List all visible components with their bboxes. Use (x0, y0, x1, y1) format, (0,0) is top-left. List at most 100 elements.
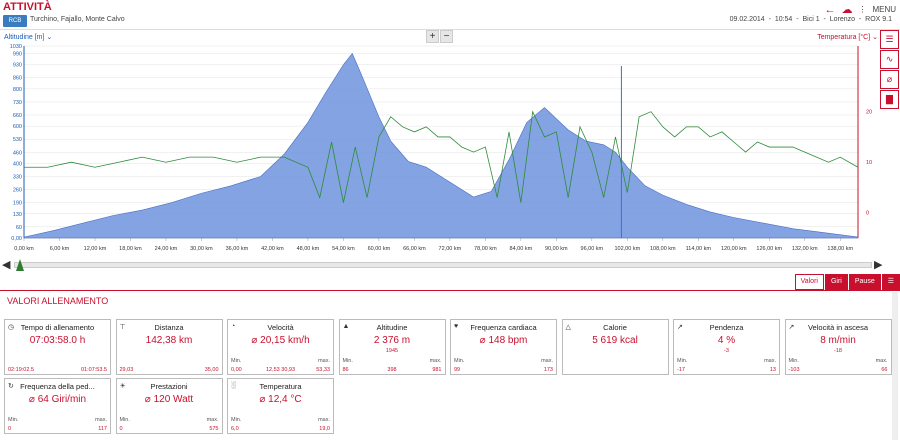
stat-title: Pendenza (709, 323, 744, 332)
zoom-out-button[interactable]: − (440, 30, 453, 43)
max-label: max. (875, 358, 888, 364)
stat-title: Frequenza della ped... (20, 382, 95, 391)
stat-sub-value: -18 (834, 348, 842, 354)
stat-value: ⌀ 120 Watt (144, 394, 194, 405)
stat-card: ▲ Altitudine 2 376 m 1945 Min. max. 86 981 398 (338, 319, 446, 375)
y-tick-label: 260 (13, 188, 22, 194)
stat-max-value: 575 (209, 426, 219, 432)
back-arrow-icon[interactable]: ← (824, 3, 836, 16)
x-tick-label: 84,00 km (510, 246, 533, 252)
stat-title: Frequenza cardiaca (470, 323, 537, 332)
altitude-area (23, 52, 859, 239)
tab-giri[interactable]: Giri (824, 274, 848, 290)
stat-min-value: 29,03 (119, 367, 134, 373)
stat-max-value: 66 (881, 367, 888, 373)
x-tick-label: 66,00 km (403, 246, 426, 252)
bike-icon: RCB (3, 15, 27, 27)
stat-min-value: 0 (119, 426, 123, 432)
tab-valori[interactable]: Valori (794, 274, 824, 290)
x-tick-label: 36,00 km (226, 246, 249, 252)
scroll-left-icon[interactable]: ◀ (2, 259, 11, 271)
chart-tools: ☰ ∿ ⌀ ▇ (880, 30, 900, 109)
temperature-axis-select[interactable]: Temperatura [°C] ⌄ (817, 34, 878, 41)
power-icon: ☀ (119, 383, 126, 390)
y-tick-label: 990 (13, 51, 22, 57)
altitude-temperature-chart[interactable]: 0,00 60 130 190 260 330 400 460 530 600 660 730 800 8… (0, 44, 880, 256)
max-label: max. (206, 417, 219, 423)
y2-tick-label: 20 (866, 110, 872, 116)
line-graph-icon[interactable]: ∿ (880, 50, 899, 69)
x-tick-label: 6,00 km (50, 246, 70, 252)
x-tick-label: 60,00 km (368, 246, 391, 252)
y2-tick-label: 0 (866, 211, 869, 217)
bar-chart-icon[interactable]: ▇ (880, 90, 899, 109)
temperature-line (24, 110, 859, 203)
stat-avg-value: 12,53 30,93 (265, 367, 296, 373)
x-tick-label: 54,00 km (332, 246, 355, 252)
x-tick-label: 114,00 km (686, 246, 712, 252)
y-tick-label: 800 (13, 87, 22, 93)
max-label: max. (764, 358, 776, 364)
stat-value: ⌀ 64 Giri/min (28, 394, 87, 405)
date: 09.02.2014 (729, 16, 765, 23)
list-view-icon[interactable]: ☰ (880, 30, 899, 49)
max-label: max. (429, 358, 442, 364)
y-tick-label: 930 (13, 63, 22, 69)
min-label: Min. (454, 358, 465, 364)
top-bar: ATTIVITÀ RCB Turchino, Fajallo, Monte Ca… (0, 0, 900, 30)
stat-value: 142,38 km (145, 335, 193, 346)
page-title: ATTIVITÀ (3, 1, 52, 13)
scroll-handle[interactable] (16, 259, 24, 271)
temperature-icon: ░ (231, 382, 236, 389)
stat-card: ◷ Tempo di allenamento 07:03:58.0 h 02:19:0… (4, 319, 111, 375)
stat-max-value: 01:07:53.5 (81, 367, 107, 373)
stat-sub-value: 1945 (385, 348, 399, 354)
bike-name: Bici 1 (802, 16, 820, 23)
cadence-icon: ↻ (8, 383, 14, 390)
scroll-track[interactable] (14, 262, 872, 268)
stopwatch-icon: ◷ (8, 324, 15, 331)
x-tick-label: 96,00 km (581, 246, 604, 252)
stat-title: Calorie (603, 323, 627, 332)
stat-value: 5 619 kcal (592, 335, 638, 346)
stat-card: △ Calorie 5 619 kcal (561, 319, 669, 375)
stat-value: ⌀ 20,15 km/h (251, 335, 310, 346)
stat-value: ⌀ 148 bpm (479, 335, 528, 346)
stat-value: 2 376 m (373, 335, 411, 346)
x-tick-label: 30,00 km (190, 246, 213, 252)
stat-value: 8 m/min (820, 335, 856, 346)
stat-card: ☀ Prestazioni ⌀ 120 Watt Min. max. 0 575 (115, 378, 223, 434)
stat-title: Tempo di allenamento (20, 323, 95, 332)
min-label: Min. (677, 358, 688, 364)
compare-icon[interactable]: ⌀ (880, 70, 899, 89)
stat-value: 07:03:58.0 h (29, 335, 86, 346)
x-tick-label: 78,00 km (474, 246, 497, 252)
x-tick-label: 120,00 km (721, 246, 747, 252)
stat-min-value: -17 (677, 367, 685, 373)
altitude-axis-select[interactable]: Altitudine [m] ⌄ (4, 34, 53, 41)
y-tick-label: 600 (13, 124, 22, 130)
menu-button[interactable]: MENU (872, 5, 896, 14)
x-tick-label: 138,00 km (827, 246, 853, 252)
min-label: Min. (231, 417, 242, 423)
menu-dots-icon[interactable]: ⋮ (858, 5, 867, 14)
page-scrollbar[interactable] (892, 292, 898, 440)
y-tick-label: 460 (13, 150, 22, 156)
chart-scrollbar[interactable]: ◀ ▶ (0, 256, 900, 272)
scroll-right-icon[interactable]: ▶ (874, 259, 883, 271)
min-label: Min. (788, 358, 799, 364)
cloud-icon[interactable]: ☁ (841, 4, 853, 16)
stat-title: Distanza (154, 323, 184, 332)
y-tick-label: 330 (13, 174, 22, 180)
max-label: max. (318, 358, 330, 364)
stat-card: ⊤ Distanza 142,38 km 29,03 35,00 (115, 319, 223, 375)
altitude-icon: ▲ (342, 323, 350, 330)
stat-title: Altitudine (376, 323, 408, 332)
stat-card: ♥ Frequenza cardiaca ⌀ 148 bpm Min. max. 99 17… (450, 319, 557, 375)
max-label: max. (95, 417, 107, 423)
list-icon[interactable]: ☰ (881, 274, 900, 290)
activity-subtitle: Turchino, Fajallo, Monte Calvo (30, 16, 125, 23)
zoom-in-button[interactable]: + (426, 30, 439, 43)
time: 10:54 (774, 16, 793, 23)
tab-pause[interactable]: Pause (848, 274, 881, 290)
